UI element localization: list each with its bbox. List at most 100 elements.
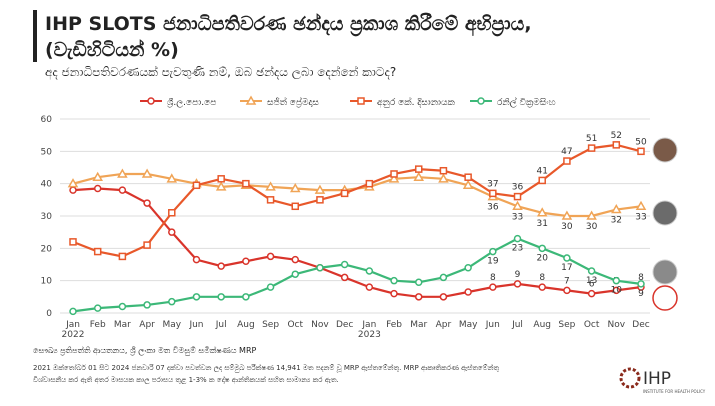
data-point xyxy=(612,276,621,285)
data-point xyxy=(513,234,522,243)
chart-title: (වැඩිහිටියන් %) xyxy=(45,39,179,61)
value-label: 23 xyxy=(512,244,523,254)
value-label: 19 xyxy=(487,257,499,267)
data-point xyxy=(637,280,645,288)
y-tick-label: 20 xyxy=(41,244,53,254)
x-tick-label: Oct xyxy=(584,320,600,330)
data-point xyxy=(340,273,349,282)
value-label: 17 xyxy=(561,263,572,273)
y-tick-label: 0 xyxy=(46,309,52,319)
data-point xyxy=(538,283,546,291)
data-point xyxy=(587,144,596,152)
x-tick-label: Oct xyxy=(287,320,303,330)
value-label: 30 xyxy=(561,222,573,232)
value-label: 8 xyxy=(539,273,545,283)
data-point xyxy=(242,293,250,301)
y-tick-label: 30 xyxy=(41,212,53,222)
value-label: 13 xyxy=(586,276,597,286)
source: සෞඛ්‍ය ප්‍රතිපත්ති ආයතනය, ශ්‍රී ලංකා මත … xyxy=(33,345,257,356)
data-point xyxy=(316,263,324,272)
data-point xyxy=(611,204,622,214)
data-point xyxy=(464,173,472,181)
data-point xyxy=(464,288,472,296)
data-point xyxy=(217,262,225,270)
data-point xyxy=(464,263,472,272)
data-point xyxy=(266,283,275,291)
data-point xyxy=(118,302,127,311)
x-tick-label: Apr xyxy=(139,320,155,330)
data-point xyxy=(365,267,374,275)
data-point xyxy=(489,283,497,291)
series-line xyxy=(72,237,642,313)
data-point xyxy=(143,241,151,249)
data-point xyxy=(118,252,127,261)
data-point xyxy=(314,184,326,194)
value-label: 9 xyxy=(515,270,521,280)
data-point xyxy=(143,301,151,309)
x-tick-label: Jul xyxy=(511,320,523,330)
data-point xyxy=(168,209,176,217)
data-point xyxy=(69,307,77,316)
data-point xyxy=(316,196,324,204)
value-label: 9 xyxy=(638,289,644,299)
data-point xyxy=(117,168,128,178)
x-tick-label: Jan xyxy=(65,320,80,330)
data-point xyxy=(536,207,548,217)
data-point xyxy=(563,157,571,165)
data-point xyxy=(513,280,522,288)
x-tick-label: Feb xyxy=(90,320,106,330)
value-label: 41 xyxy=(536,166,547,176)
y-tick-label: 40 xyxy=(41,180,53,190)
value-label: 52 xyxy=(611,131,622,141)
value-label: 10 xyxy=(611,286,623,296)
logo-text: IHP xyxy=(643,369,671,389)
data-point xyxy=(390,170,398,178)
data-point xyxy=(166,173,178,183)
chart-title: IHP SLOTS ජනාධිපතිවරණ ඡන්දය ප්‍රකාශ කිරී… xyxy=(45,13,532,37)
legend-label: සජිත් ප්‍රේමදාස xyxy=(267,97,319,108)
value-label: 8 xyxy=(490,273,496,283)
legend-marker xyxy=(147,97,155,105)
value-label: 7 xyxy=(564,276,570,286)
legend-label: රනිල් වික්‍රමසිංහ xyxy=(497,97,556,108)
legend-marker xyxy=(357,97,365,105)
x-tick-label: Apr xyxy=(436,320,452,330)
x-tick-label: Sep xyxy=(262,320,279,330)
data-point xyxy=(217,293,225,301)
data-point xyxy=(291,255,300,264)
value-label: 36 xyxy=(487,203,499,213)
data-point xyxy=(586,210,597,220)
data-point xyxy=(93,184,102,193)
data-point xyxy=(118,186,127,194)
data-point xyxy=(439,273,448,282)
value-label: 36 xyxy=(512,183,524,193)
y-tick-label: 10 xyxy=(41,277,53,287)
data-point xyxy=(266,196,275,204)
x-year-label: 2023 xyxy=(358,330,381,340)
data-point xyxy=(69,186,77,194)
value-label: 37 xyxy=(487,179,498,189)
data-point xyxy=(291,270,300,278)
data-point xyxy=(93,247,102,256)
data-point xyxy=(192,255,201,264)
x-tick-label: Aug xyxy=(237,320,255,330)
data-point xyxy=(414,278,423,287)
y-tick-label: 60 xyxy=(41,115,53,125)
data-point xyxy=(291,202,300,211)
series-line xyxy=(72,172,642,218)
data-point xyxy=(265,181,276,191)
x-year-label: 2022 xyxy=(62,330,85,340)
data-point xyxy=(266,252,275,261)
title-bar xyxy=(33,10,37,62)
data-point xyxy=(390,289,398,298)
value-label: 20 xyxy=(536,253,548,263)
x-tick-label: Dec xyxy=(336,320,353,330)
x-tick-label: Feb xyxy=(386,320,402,330)
logo: IHP INSTITUTE FOR HEALTH POLICY xyxy=(619,367,706,394)
x-tick-label: Dec xyxy=(632,320,649,330)
x-tick-label: Jun xyxy=(485,320,500,330)
x-tick-label: Aug xyxy=(533,320,551,330)
data-point xyxy=(563,254,571,262)
x-tick-label: May xyxy=(162,320,181,330)
